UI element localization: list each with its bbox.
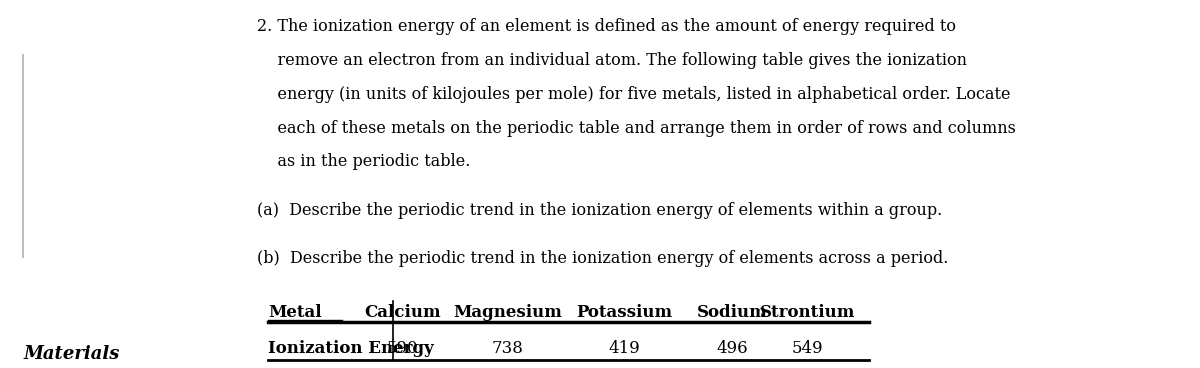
Text: Potassium: Potassium bbox=[576, 304, 672, 321]
Text: 738: 738 bbox=[492, 340, 523, 357]
Text: 419: 419 bbox=[608, 340, 640, 357]
Text: energy (in units of kilojoules per mole) for five metals, listed in alphabetical: energy (in units of kilojoules per mole)… bbox=[257, 86, 1010, 103]
Text: Magnesium: Magnesium bbox=[454, 304, 562, 321]
Text: Materials: Materials bbox=[23, 345, 120, 363]
Text: 549: 549 bbox=[792, 340, 823, 357]
Text: (a)  Describe the periodic trend in the ionization energy of elements within a g: (a) Describe the periodic trend in the i… bbox=[257, 202, 942, 219]
Text: Strontium: Strontium bbox=[760, 304, 854, 321]
Text: 2. The ionization energy of an element is defined as the amount of energy requir: 2. The ionization energy of an element i… bbox=[257, 18, 955, 35]
Text: remove an electron from an individual atom. The following table gives the ioniza: remove an electron from an individual at… bbox=[257, 52, 967, 69]
Text: Metal: Metal bbox=[269, 304, 322, 321]
Text: 496: 496 bbox=[716, 340, 749, 357]
Text: 590: 590 bbox=[386, 340, 419, 357]
Text: Sodium: Sodium bbox=[697, 304, 768, 321]
Text: (b)  Describe the periodic trend in the ionization energy of elements across a p: (b) Describe the periodic trend in the i… bbox=[257, 250, 948, 267]
Text: Calcium: Calcium bbox=[364, 304, 440, 321]
Text: each of these metals on the periodic table and arrange them in order of rows and: each of these metals on the periodic tab… bbox=[257, 120, 1015, 137]
Text: as in the periodic table.: as in the periodic table. bbox=[257, 153, 470, 170]
Text: Ionization Energy: Ionization Energy bbox=[269, 340, 434, 357]
